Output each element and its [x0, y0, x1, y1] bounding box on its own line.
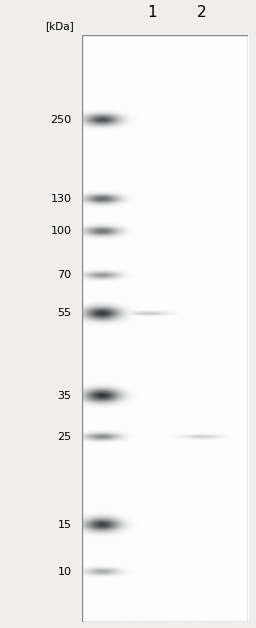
Text: 35: 35	[58, 391, 72, 401]
Text: 70: 70	[58, 270, 72, 280]
Text: 1: 1	[147, 5, 157, 20]
Text: 25: 25	[58, 432, 72, 441]
Text: 2: 2	[197, 5, 207, 20]
Text: 55: 55	[58, 308, 72, 318]
Text: [kDa]: [kDa]	[46, 21, 74, 31]
Text: 10: 10	[58, 567, 72, 577]
Text: 100: 100	[51, 226, 72, 236]
Text: 130: 130	[51, 194, 72, 204]
Text: 15: 15	[58, 520, 72, 530]
Text: 250: 250	[50, 115, 72, 125]
